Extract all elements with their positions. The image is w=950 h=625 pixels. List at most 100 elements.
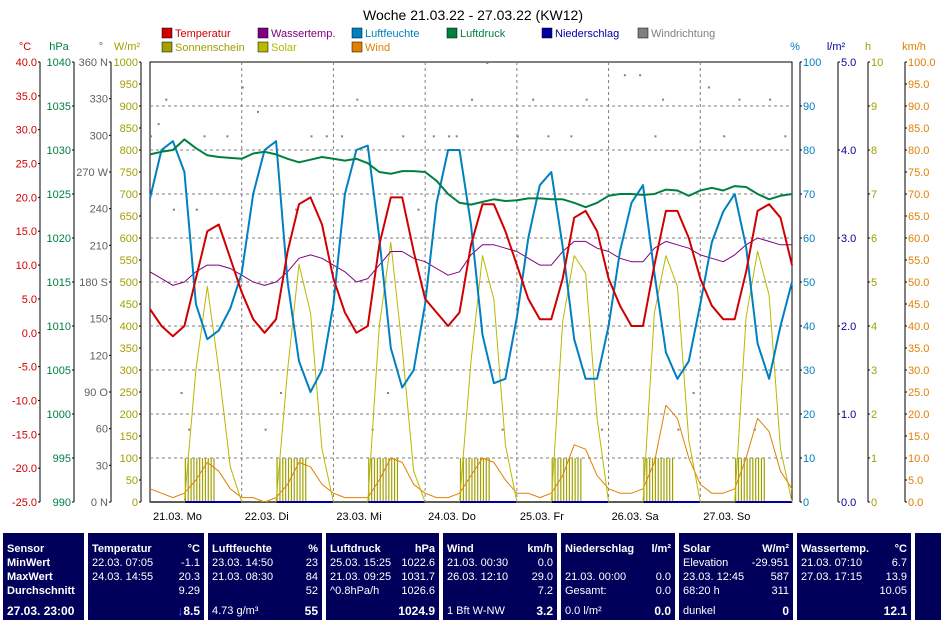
- axis-tick-label-5-4: 1.0: [841, 409, 856, 421]
- luftfeuchte-header: Luftfeuchte: [212, 543, 272, 555]
- wind-direction-point-31: [570, 135, 573, 138]
- axis-tick-label-3-1: 950: [120, 79, 138, 91]
- wind-direction-point-33: [600, 428, 603, 431]
- axis-tick-label-1-5: 1015: [47, 277, 71, 289]
- wind-min-value: 0.0: [537, 557, 553, 569]
- axis-tick-label-2-2: 300: [90, 130, 108, 142]
- wind-direction-point-17: [356, 98, 359, 101]
- wind-beaufort: 1 Bft W-NW: [447, 605, 505, 617]
- legend-label-6: Sonnenschein: [175, 42, 245, 54]
- luftdruck-box: Luftdruck hPa 25.03. 15:25 1022.6 21.03. 0…: [325, 532, 440, 621]
- axis-tick-label-2-8: 120: [90, 350, 108, 362]
- x-day-label-0: 21.03. Mo: [153, 511, 202, 523]
- axis-tick-label-0-12: -20.0: [12, 463, 37, 475]
- axis-tick-label-0-2: 30.0: [16, 125, 37, 137]
- legend-swatch-7: [257, 41, 269, 53]
- sensor-header: Sensor: [7, 543, 45, 555]
- axis-tick-label-6-0: 10: [871, 57, 883, 69]
- axis-tick-label-5-3: 2.0: [841, 321, 856, 333]
- solar-max-value: 587: [770, 571, 789, 583]
- niederschlag-header: Niederschlag: [565, 543, 635, 555]
- wind-direction-point-35: [639, 74, 642, 77]
- axis-unit-3: W/m²: [114, 41, 141, 53]
- luftdruck-max-value: 1031.7: [401, 571, 435, 583]
- solar-avg: 311: [771, 585, 789, 597]
- axis-tick-label-4-7: 30: [803, 365, 815, 377]
- weather-chart: Woche 21.03.22 - 27.03.22 (KW12) Tempera…: [12, 7, 936, 523]
- series-luftfeuchte-line: [149, 140, 793, 393]
- wind-direction-point-37: [662, 98, 665, 101]
- luftfeuchte-min-time: 23.03. 14:50: [212, 557, 274, 569]
- axis-tick-label-3-13: 350: [120, 343, 138, 355]
- legend-swatch-0: [161, 27, 173, 39]
- axis-tick-label-2-12: 0 N: [91, 497, 108, 509]
- axis-tick-label-7-19: 5.0: [908, 475, 923, 487]
- solar-elevation: -29.951: [751, 557, 789, 569]
- wind-direction-point-44: [769, 98, 772, 101]
- axis-unit-5: l/m²: [827, 41, 846, 53]
- axis-tick-label-3-6: 700: [120, 189, 138, 201]
- axis-tick-label-7-5: 75.0: [908, 167, 929, 179]
- axis-tick-label-4-3: 70: [803, 189, 815, 201]
- temperatur-current: 8.5: [183, 604, 200, 618]
- temperatur-min-value: -1.1: [181, 557, 200, 569]
- wassertemp-unit: °C: [894, 543, 907, 555]
- legend-swatch-4: [541, 27, 553, 39]
- axis-tick-label-0-13: -25.0: [12, 497, 37, 509]
- temperatur-min-time: 22.03. 07:05: [92, 557, 154, 569]
- wind-direction-point-45: [784, 135, 787, 138]
- wind-direction-point-6: [195, 208, 198, 211]
- legend-label-8: Wind: [365, 42, 390, 54]
- axis-tick-label-1-2: 1030: [47, 145, 71, 157]
- axis-tick-label-3-3: 850: [120, 123, 138, 135]
- axis-tick-label-3-12: 400: [120, 321, 138, 333]
- axis-tick-label-7-8: 60.0: [908, 233, 929, 245]
- axis-tick-label-3-19: 50: [126, 475, 138, 487]
- legend-label-7: Solar: [271, 42, 297, 54]
- legend-label-5: Windrichtung: [651, 28, 715, 40]
- luftfeuchte-box: Luftfeuchte% 23.03. 14:50 23 21.03. 08:30…: [207, 532, 323, 621]
- x-day-label-2: 23.03. Mi: [336, 511, 381, 523]
- axis-tick-label-1-8: 1000: [47, 409, 71, 421]
- axis-unit-0: °C: [19, 41, 31, 53]
- wind-direction-point-4: [180, 392, 183, 394]
- wind-direction-point-21: [417, 208, 420, 211]
- sensor-box: Sensor MinWert MaxWert Durchschnitt 27.0…: [2, 532, 85, 621]
- legend-swatch-3: [446, 27, 458, 39]
- axes: °C40.035.030.025.020.015.010.05.00.0-5.0…: [12, 41, 936, 509]
- axis-tick-label-2-3: 270 W: [76, 167, 108, 179]
- wind-direction-point-14: [310, 135, 313, 138]
- wind-direction-point-11: [264, 428, 267, 431]
- series-luftdruck-line: [149, 138, 793, 209]
- axis-tick-label-3-2: 900: [120, 101, 138, 113]
- luftdruck-current: 1024.9: [398, 604, 435, 618]
- luftfeuchte-max-value: 84: [305, 571, 318, 583]
- wassertemp-min-value: 6.7: [891, 557, 907, 569]
- series-wassertemp-line: [149, 237, 792, 286]
- wind-direction-point-2: [165, 98, 168, 101]
- axis-tick-label-0-5: 15.0: [16, 226, 37, 238]
- luftfeuchte-absolute: 4.73 g/m³: [212, 605, 259, 617]
- wind-direction-point-10: [257, 110, 259, 113]
- axis-unit-6: h: [865, 41, 871, 53]
- legend-swatch-6: [161, 41, 173, 53]
- axis-tick-label-4-10: 0: [803, 497, 809, 509]
- niederschlag-gesamt: 0.0: [655, 585, 671, 597]
- wassertemp-max-value: 13.9: [885, 571, 907, 583]
- axis-tick-label-3-9: 550: [120, 255, 138, 267]
- axis-tick-label-3-20: 0: [132, 497, 138, 509]
- legend-label-1: Wassertemp.: [271, 28, 335, 40]
- axis-tick-label-7-13: 35.0: [908, 343, 929, 355]
- wind-direction-point-30: [547, 135, 550, 138]
- axis-unit-7: km/h: [902, 41, 926, 53]
- durchschnitt-label: Durchschnitt: [7, 585, 75, 597]
- wind-direction-point-26: [486, 62, 489, 64]
- luftdruck-header: Luftdruck: [330, 543, 381, 555]
- luftfeuchte-min-value: 23: [305, 557, 318, 569]
- axis-tick-label-3-15: 250: [120, 387, 138, 399]
- wind-current: 3.2: [536, 604, 553, 618]
- luftdruck-min-time: 25.03. 15:25: [330, 557, 392, 569]
- axis-tick-label-3-14: 300: [120, 365, 138, 377]
- axis-tick-label-1-9: 995: [53, 453, 71, 465]
- wind-direction-point-40: [707, 86, 710, 89]
